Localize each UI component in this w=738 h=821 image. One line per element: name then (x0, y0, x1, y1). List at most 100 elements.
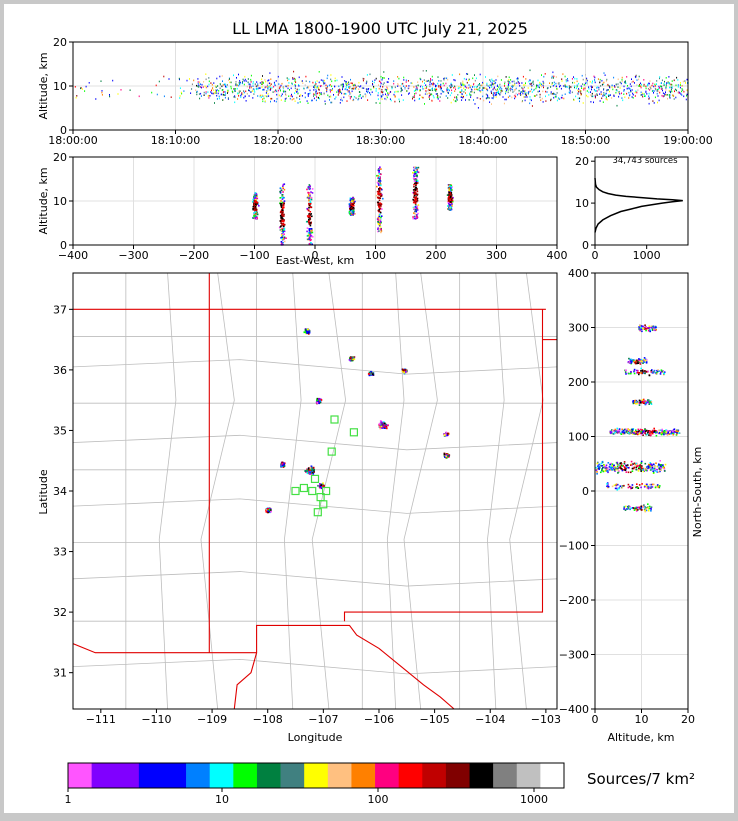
source-point (586, 77, 588, 80)
source-point (283, 463, 286, 466)
source-point (604, 466, 606, 468)
source-point (516, 82, 518, 84)
source-point (649, 467, 651, 469)
source-point (313, 93, 315, 96)
source-point (642, 506, 645, 508)
source-point (377, 98, 379, 100)
source-point (345, 93, 347, 95)
source-point (238, 95, 240, 97)
source-point (341, 76, 343, 78)
source-point (417, 166, 420, 169)
source-point (309, 193, 311, 195)
source-point (315, 99, 317, 102)
source-point (254, 217, 256, 219)
source-point (414, 203, 417, 206)
x-tick-label: −300 (118, 249, 148, 262)
source-point (282, 206, 284, 209)
source-point (669, 97, 671, 99)
source-point (200, 83, 201, 85)
source-point (209, 95, 211, 97)
source-point (597, 467, 600, 469)
source-point (588, 86, 590, 88)
colorbar-swatch (256, 763, 281, 788)
source-point (591, 92, 593, 95)
source-point (662, 466, 664, 469)
source-point (614, 487, 617, 490)
source-point (624, 469, 627, 471)
source-point (640, 326, 642, 329)
source-point (230, 85, 232, 88)
source-point (658, 370, 660, 372)
source-point (203, 94, 205, 96)
source-point (263, 88, 265, 91)
source-point (667, 431, 669, 434)
source-point (264, 86, 266, 89)
source-point (378, 206, 380, 208)
source-point (306, 330, 308, 333)
source-point (637, 369, 639, 372)
source-point (239, 83, 241, 86)
source-point (269, 82, 270, 85)
source-point (348, 358, 351, 361)
source-point (594, 90, 596, 92)
source-point (255, 208, 258, 211)
source-point (450, 191, 453, 194)
source-point (460, 91, 462, 94)
source-point (666, 433, 668, 435)
source-point (643, 361, 646, 363)
source-point (274, 83, 276, 85)
source-point (618, 487, 620, 490)
source-point (253, 196, 255, 199)
source-point (385, 425, 388, 428)
source-point (230, 87, 232, 90)
source-point (649, 329, 652, 332)
source-point (451, 186, 453, 188)
source-point (492, 92, 494, 95)
source-point (446, 89, 448, 92)
source-point (186, 79, 188, 82)
source-point (415, 88, 417, 90)
source-point (323, 82, 325, 84)
x-tick-label: −110 (141, 713, 171, 726)
source-point (265, 509, 267, 512)
source-point (357, 85, 359, 87)
source-point (680, 82, 681, 84)
source-point (651, 429, 654, 432)
source-point (513, 95, 515, 97)
source-point (499, 83, 501, 86)
source-point (380, 95, 382, 97)
source-point (318, 398, 320, 400)
source-point (350, 205, 353, 208)
source-point (642, 325, 644, 328)
source-point (268, 508, 271, 511)
source-point (463, 91, 465, 93)
altitude-time-panel: 18:00:00 18:10:00 18:20:00 18:30:00 18:40:00… (48, 36, 712, 147)
source-point (663, 373, 666, 375)
source-point (415, 193, 417, 196)
source-point (449, 199, 451, 201)
source-point (611, 467, 614, 469)
source-point (379, 183, 382, 185)
source-point (639, 468, 642, 471)
source-point (614, 86, 616, 88)
source-point (404, 88, 406, 90)
source-point (498, 86, 500, 88)
source-point (495, 81, 497, 84)
source-point (208, 77, 210, 79)
source-point (291, 93, 292, 96)
source-point (415, 196, 418, 198)
source-point (645, 87, 647, 90)
source-point (451, 199, 454, 202)
source-point (505, 76, 507, 78)
source-point (649, 330, 651, 333)
source-point (650, 433, 652, 435)
source-point (281, 220, 284, 223)
source-point (358, 81, 360, 84)
source-point (368, 88, 370, 90)
source-point (525, 82, 526, 84)
source-point (590, 91, 591, 93)
source-count-label: 34,743 sources (612, 156, 678, 166)
x-tick-label: 18:30:00 (356, 134, 405, 147)
source-point (378, 84, 379, 86)
source-point (414, 182, 416, 185)
